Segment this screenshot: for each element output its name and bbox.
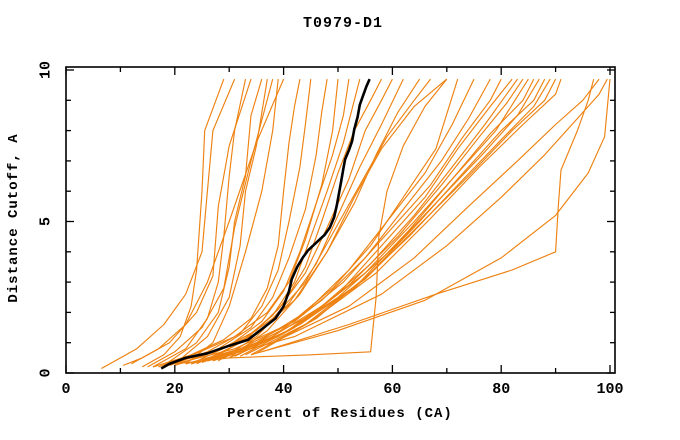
x-tick-label: 100 [596, 381, 623, 398]
model-curve [174, 78, 502, 365]
model-curve [174, 78, 383, 366]
plot-frame [65, 66, 616, 374]
model-curve [256, 78, 546, 354]
x-tick-label: 80 [492, 381, 510, 398]
model-curve [152, 78, 247, 368]
model-curve [169, 79, 312, 366]
model-curve [179, 79, 328, 365]
chart-title: T0979-D1 [302, 15, 384, 32]
model-curve [174, 79, 268, 365]
model-curve [207, 78, 608, 362]
model-curve [190, 78, 529, 365]
y-tick-label: 10 [38, 61, 55, 79]
model-curve [174, 78, 448, 365]
model-curve [196, 78, 431, 365]
model-curve [152, 79, 339, 368]
model-curve [158, 78, 301, 368]
y-tick-label: 5 [38, 217, 55, 226]
model-curve [228, 78, 421, 359]
model-curve [131, 78, 285, 365]
model-curve [250, 78, 535, 356]
model-curve [239, 78, 524, 357]
model-curve [218, 78, 491, 360]
model-curve [141, 78, 225, 368]
model-curve [196, 78, 600, 363]
model-curve [245, 78, 562, 356]
highlight-curve [160, 78, 371, 370]
model-curve [201, 78, 475, 363]
model-curve [101, 78, 236, 370]
model-curve [185, 79, 279, 365]
y-tick-label: 0 [38, 368, 55, 377]
x-tick-label: 40 [275, 381, 293, 398]
x-tick-label: 20 [166, 381, 184, 398]
x-tick-label: 60 [383, 381, 401, 398]
x-axis-label: Percent of Residues (CA) [227, 406, 453, 422]
model-curve [234, 78, 557, 357]
model-curve [147, 78, 274, 368]
model-curve [250, 79, 611, 356]
model-curve [163, 78, 263, 366]
x-tick-label: 0 [61, 381, 70, 398]
model-curve [217, 78, 404, 362]
model-curve [261, 78, 595, 353]
model-curve [190, 79, 350, 365]
model-curve [207, 78, 518, 362]
